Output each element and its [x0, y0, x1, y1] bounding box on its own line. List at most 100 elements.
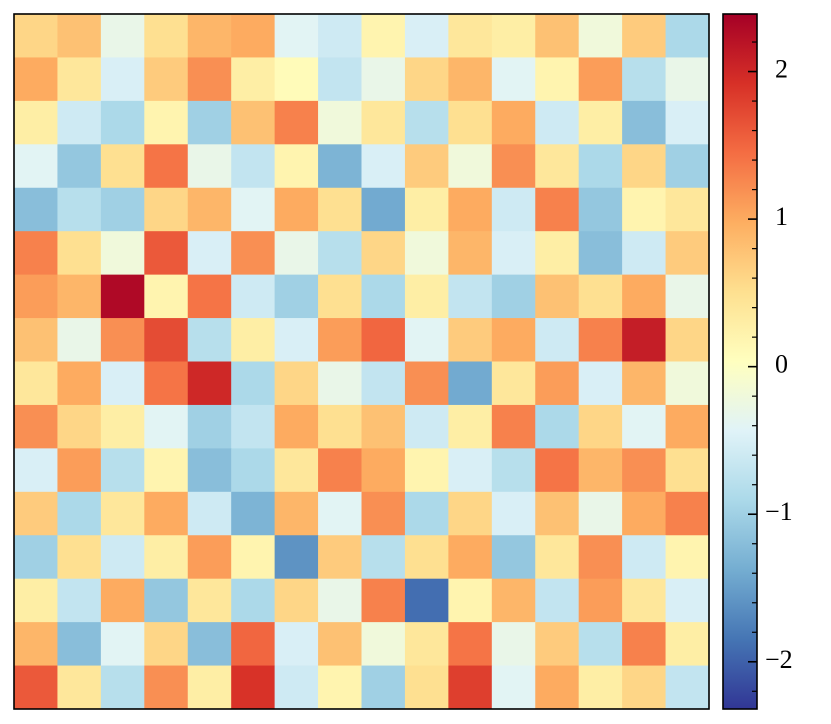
- cell: [361, 318, 406, 362]
- cell: [318, 665, 362, 710]
- cell: [491, 665, 536, 710]
- cell: [578, 404, 623, 449]
- cell: [665, 491, 710, 536]
- cell: [404, 622, 449, 667]
- cell: [231, 578, 276, 623]
- cell: [57, 404, 102, 449]
- cell: [274, 100, 319, 145]
- cell: [622, 57, 667, 102]
- cell: [535, 404, 580, 449]
- cell: [318, 231, 362, 276]
- cell: [144, 622, 189, 667]
- cell: [404, 578, 449, 623]
- cell: [144, 100, 189, 145]
- cell: [57, 665, 102, 710]
- cell: [361, 622, 406, 667]
- cell: [535, 187, 580, 232]
- cell: [231, 448, 276, 493]
- cell: [14, 448, 58, 493]
- cell: [318, 491, 362, 536]
- cell: [144, 318, 189, 362]
- cell: [622, 231, 667, 276]
- cell: [622, 187, 667, 232]
- cell: [187, 231, 232, 276]
- cell: [274, 144, 319, 189]
- cell: [361, 404, 406, 449]
- cell: [14, 665, 58, 710]
- cell: [14, 57, 58, 102]
- cell: [318, 578, 362, 623]
- cell: [404, 187, 449, 232]
- cell: [144, 491, 189, 536]
- cell: [274, 318, 319, 362]
- cell: [404, 361, 449, 406]
- cell: [578, 100, 623, 145]
- cell: [57, 318, 102, 362]
- cell: [361, 448, 406, 493]
- cell: [187, 535, 232, 580]
- cell: [535, 274, 580, 319]
- cell: [14, 274, 58, 319]
- cell: [318, 361, 362, 406]
- cell: [535, 622, 580, 667]
- cell: [665, 665, 710, 710]
- cell: [231, 404, 276, 449]
- cell: [535, 578, 580, 623]
- cell: [274, 491, 319, 536]
- cell: [535, 491, 580, 536]
- cell: [144, 535, 189, 580]
- cell: [187, 318, 232, 362]
- cell: [361, 144, 406, 189]
- cell: [665, 231, 710, 276]
- cell: [448, 231, 493, 276]
- cell: [491, 361, 536, 406]
- cell: [144, 448, 189, 493]
- cell: [231, 318, 276, 362]
- cell: [187, 448, 232, 493]
- cell: [14, 231, 58, 276]
- cell: [100, 187, 145, 232]
- cell: [535, 14, 580, 58]
- cell: [187, 187, 232, 232]
- cell: [57, 491, 102, 536]
- cell: [622, 144, 667, 189]
- cell: [448, 578, 493, 623]
- colorbar-tick-label: −1: [765, 497, 793, 526]
- cell: [57, 14, 102, 58]
- cell: [622, 578, 667, 623]
- cell: [448, 535, 493, 580]
- cell: [100, 100, 145, 145]
- cell: [448, 187, 493, 232]
- cell: [491, 318, 536, 362]
- cell: [318, 57, 362, 102]
- cell: [100, 57, 145, 102]
- cell: [535, 231, 580, 276]
- cell: [231, 491, 276, 536]
- cell: [491, 535, 536, 580]
- cell: [535, 57, 580, 102]
- colorbar-tick-label: 0: [775, 350, 788, 379]
- cell: [274, 57, 319, 102]
- cell: [665, 187, 710, 232]
- cell: [144, 57, 189, 102]
- cell: [491, 57, 536, 102]
- cell: [448, 144, 493, 189]
- cell: [274, 448, 319, 493]
- cell: [144, 14, 189, 58]
- cell: [448, 361, 493, 406]
- cell: [231, 187, 276, 232]
- cell: [622, 665, 667, 710]
- cell: [318, 318, 362, 362]
- cell: [274, 535, 319, 580]
- colorbar-tick-label: −2: [765, 645, 793, 674]
- cell: [448, 622, 493, 667]
- cell: [187, 14, 232, 58]
- cell: [318, 535, 362, 580]
- cell: [274, 665, 319, 710]
- cell: [491, 448, 536, 493]
- cell: [404, 448, 449, 493]
- cell: [578, 187, 623, 232]
- cell: [361, 274, 406, 319]
- cell: [231, 535, 276, 580]
- cell: [578, 448, 623, 493]
